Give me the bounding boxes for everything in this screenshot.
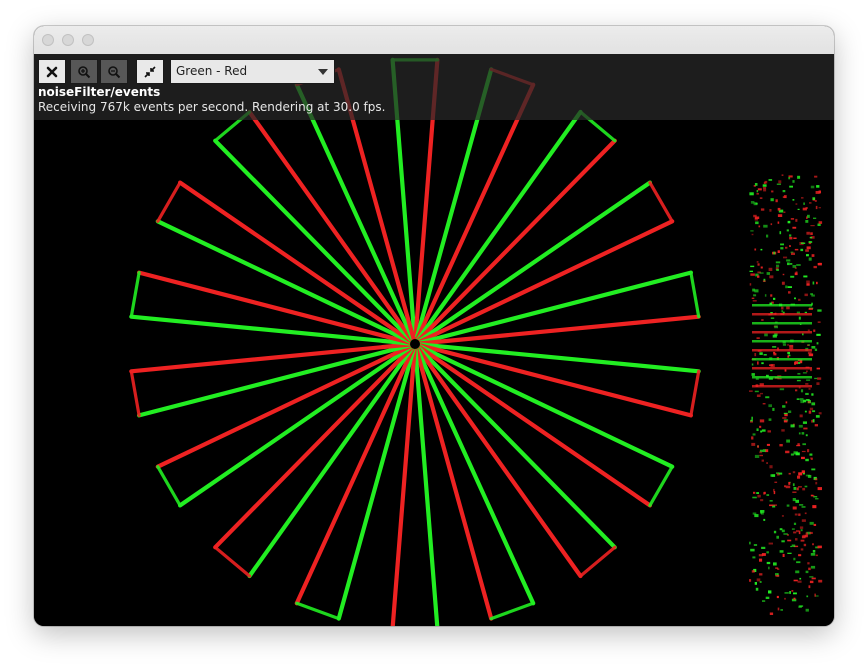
event-canvas bbox=[129, 57, 823, 626]
close-icon bbox=[46, 66, 58, 77]
chevron-down-icon bbox=[318, 69, 328, 75]
zoom-out-button[interactable] bbox=[100, 59, 128, 84]
event-view: Green - Red noiseFilter/events Receiving… bbox=[34, 54, 834, 626]
zoom-window-button[interactable] bbox=[82, 34, 94, 46]
minimize-window-button[interactable] bbox=[62, 34, 74, 46]
zoom-in-icon bbox=[78, 65, 91, 78]
viewer-window: Green - Red noiseFilter/events Receiving… bbox=[34, 26, 834, 626]
color-scheme-value: Green - Red bbox=[176, 64, 248, 78]
color-scheme-select[interactable]: Green - Red bbox=[170, 59, 335, 84]
title-bar bbox=[34, 26, 834, 55]
zoom-out-icon bbox=[108, 65, 121, 78]
toolbar-overlay: Green - Red noiseFilter/events Receiving… bbox=[34, 54, 834, 120]
fit-view-button[interactable] bbox=[136, 59, 164, 84]
collapse-icon bbox=[144, 65, 156, 78]
status-text: Receiving 767k events per second. Render… bbox=[38, 100, 386, 114]
zoom-in-button[interactable] bbox=[70, 59, 98, 84]
close-window-button[interactable] bbox=[42, 34, 54, 46]
topic-label: noiseFilter/events bbox=[38, 85, 161, 99]
close-button[interactable] bbox=[38, 59, 66, 84]
